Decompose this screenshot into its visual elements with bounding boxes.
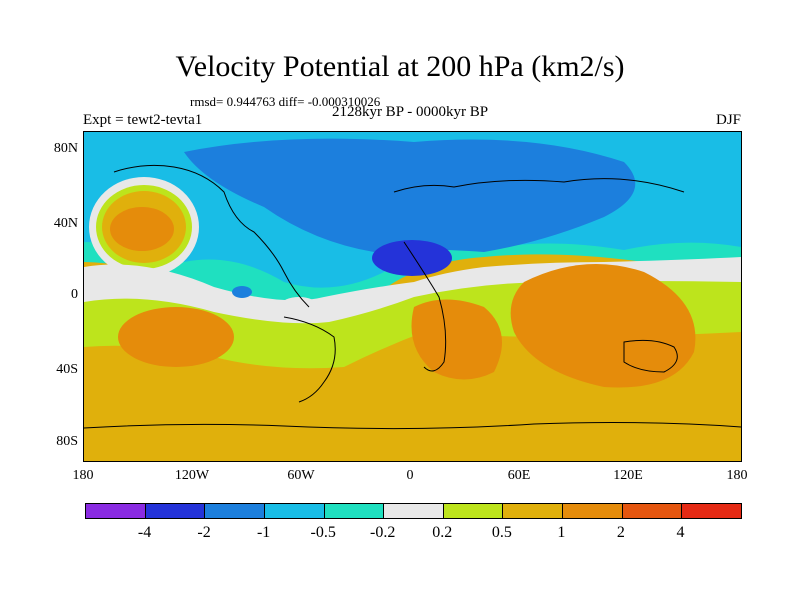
coastline-north-america (113, 164, 310, 308)
colorbar-swatch (503, 504, 564, 518)
colorbar-label: -1 (256, 524, 271, 541)
season-label: DJF (715, 112, 741, 128)
colorbar-label: 0.5 (491, 524, 512, 541)
field-white-spot (281, 297, 317, 313)
colorbar-swatch (622, 504, 683, 518)
lat-label-40s: 40S (56, 362, 78, 377)
colorbar-label: 0.2 (432, 524, 453, 541)
colorbar-label: 1 (557, 524, 566, 541)
coastline-australia (623, 339, 678, 373)
colorbar-swatch (86, 504, 146, 518)
colorbar-swatch (145, 504, 206, 518)
lon-label-0: 0 (406, 468, 414, 483)
coastline-south-america (283, 316, 336, 403)
coastline-eurasia (393, 178, 685, 193)
lon-label-120w: 120W (174, 468, 210, 483)
velocity-potential-map (84, 132, 741, 461)
colorbar-swatch (443, 504, 504, 518)
coastline-africa (403, 241, 447, 372)
colorbar-swatch (563, 504, 623, 518)
colorbar-swatch (264, 504, 325, 518)
colorbar (85, 503, 742, 519)
experiment-label: Expt = tewt2-tevta1 (83, 112, 203, 128)
colorbar-swatch (682, 504, 742, 518)
period-label: 2128kyr BP - 0000kyr BP (331, 104, 489, 120)
lon-label-180w: 180 (72, 468, 94, 483)
lon-label-120e: 120E (613, 468, 643, 483)
colorbar-label: -4 (137, 524, 152, 541)
lat-label-0: 0 (71, 287, 78, 302)
lon-label-60w: 60W (287, 468, 315, 483)
field-blue-spot (232, 286, 252, 298)
field-pacific-orange (110, 207, 174, 251)
colorbar-label: -0.5 (310, 524, 336, 541)
field-indian-ocean-orange (510, 264, 696, 388)
colorbar-swatch (384, 504, 444, 518)
coastlines (84, 164, 741, 430)
colorbar-label: -2 (197, 524, 211, 541)
stats-text: rmsd= 0.944763 diff= -0.000310026 (190, 94, 381, 109)
field-blue-core (184, 138, 636, 252)
lon-label-60e: 60E (507, 468, 531, 483)
lat-label-40n: 40N (53, 216, 78, 231)
field-africa-orange (411, 299, 502, 380)
colorbar-label: 2 (616, 524, 625, 541)
colorbar-label: 4 (676, 524, 685, 541)
field-deep-blue (372, 240, 452, 276)
colorbar-label: -0.2 (370, 524, 396, 541)
lon-label-180e: 180 (726, 468, 748, 483)
coastline-antarctica (84, 422, 741, 430)
colorbar-swatch (324, 504, 385, 518)
field-south-pacific-orange (118, 307, 234, 367)
lat-label-80n: 80N (53, 141, 78, 156)
lat-label-80s: 80S (56, 434, 78, 449)
plot-title: Velocity Potential at 200 hPa (km2/s) (175, 50, 625, 83)
map-panel (83, 131, 742, 462)
colorbar-swatch (205, 504, 265, 518)
